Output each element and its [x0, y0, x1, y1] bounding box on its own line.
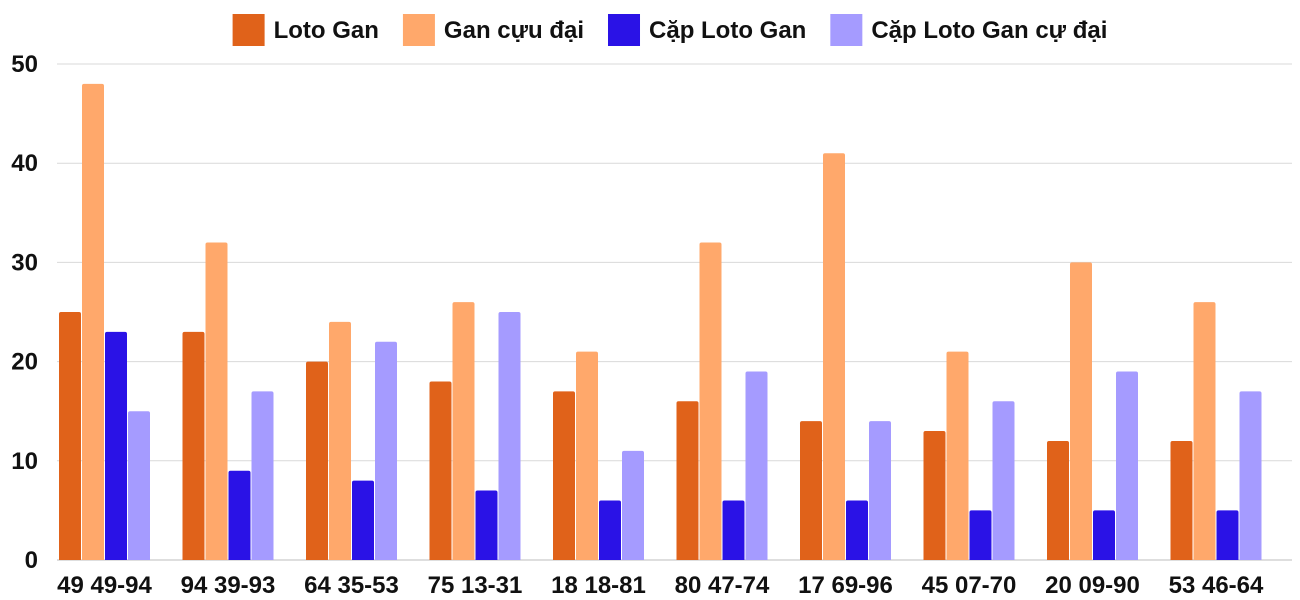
legend-label: Loto Gan — [274, 17, 379, 44]
legend-swatch — [232, 14, 265, 46]
bar-c-p-loto-gan-c-i-1 — [251, 391, 274, 560]
bar-c-p-loto-gan-0 — [105, 331, 127, 560]
bar-gan-c-u-i-2 — [329, 321, 351, 560]
bar-c-p-loto-gan-c-i-0 — [128, 411, 150, 560]
bar-c-p-loto-gan-7 — [969, 510, 992, 560]
bar-group-7 — [923, 351, 1015, 560]
bar-loto-gan-6 — [800, 421, 822, 560]
x-category-label: 49 49-94 — [57, 572, 152, 599]
bar-gan-c-u-i-4 — [576, 351, 598, 560]
bar-c-p-loto-gan-c-i-5 — [745, 371, 768, 560]
bar-c-p-loto-gan-c-i-7 — [992, 401, 1015, 560]
legend-label: Gan cựu đại — [444, 17, 584, 44]
y-axis: 0 10 20 30 40 50 — [11, 51, 38, 574]
legend-swatch — [402, 14, 435, 46]
bar-c-p-loto-gan-8 — [1093, 510, 1115, 560]
legend-item: Cặp Loto Gan — [608, 14, 806, 46]
bar-c-p-loto-gan-6 — [846, 500, 868, 560]
bar-c-p-loto-gan-c-i-4 — [622, 450, 644, 560]
x-category-label: 64 35-53 — [304, 572, 399, 599]
x-category-label: 45 07-70 — [922, 572, 1017, 599]
x-category-label: 53 46-64 — [1169, 572, 1264, 599]
bar-gan-c-u-i-9 — [1193, 302, 1216, 560]
bar-group-0 — [59, 83, 150, 560]
bar-gan-c-u-i-7 — [946, 351, 969, 560]
x-axis: 49 49-94 94 39-93 64 35-53 75 13-31 18 18-81… — [57, 572, 1264, 599]
chart-legend: Loto Gan Gan cựu đại Cặp Loto Gan Cặp Loto … — [232, 14, 1107, 46]
bar-group-4 — [553, 351, 644, 560]
bar-loto-gan-1 — [182, 331, 205, 560]
legend-swatch — [608, 14, 641, 46]
bar-loto-gan-9 — [1170, 440, 1193, 560]
bar-loto-gan-3 — [429, 381, 452, 560]
legend-item: Gan cựu đại — [402, 14, 584, 46]
legend-item: Loto Gan — [232, 14, 379, 46]
legend-item: Cặp Loto Gan cự đại — [830, 14, 1107, 46]
y-tick-label: 10 — [11, 448, 38, 475]
bar-group-2 — [306, 321, 397, 560]
bar-c-p-loto-gan-c-i-9 — [1239, 391, 1262, 560]
bar-c-p-loto-gan-c-i-6 — [869, 421, 891, 560]
bar-group-5 — [676, 242, 768, 560]
y-tick-label: 0 — [25, 547, 38, 574]
y-tick-label: 30 — [11, 249, 38, 276]
x-category-label: 18 18-81 — [551, 572, 646, 599]
bar-c-p-loto-gan-c-i-2 — [375, 341, 397, 560]
bar-loto-gan-7 — [923, 431, 946, 560]
x-category-label: 80 47-74 — [675, 572, 770, 599]
bar-gan-c-u-i-1 — [205, 242, 228, 560]
bar-loto-gan-8 — [1047, 440, 1069, 560]
x-category-label: 20 09-90 — [1045, 572, 1140, 599]
bar-gan-c-u-i-0 — [82, 83, 104, 560]
chart-bars — [59, 83, 1262, 560]
y-tick-label: 50 — [11, 51, 38, 78]
bar-gan-c-u-i-5 — [699, 242, 722, 560]
x-category-label: 17 69-96 — [798, 572, 893, 599]
bar-c-p-loto-gan-4 — [599, 500, 621, 560]
bar-loto-gan-4 — [553, 391, 575, 560]
legend-label: Cặp Loto Gan — [649, 17, 806, 44]
bar-gan-c-u-i-8 — [1070, 262, 1092, 560]
bar-c-p-loto-gan-c-i-8 — [1116, 371, 1138, 560]
bar-group-8 — [1047, 262, 1138, 560]
x-category-label: 75 13-31 — [428, 572, 523, 599]
bar-group-1 — [182, 242, 274, 560]
x-category-label: 94 39-93 — [181, 572, 276, 599]
bar-gan-c-u-i-3 — [452, 302, 475, 560]
y-tick-label: 20 — [11, 349, 38, 376]
bar-group-3 — [429, 302, 521, 560]
y-tick-label: 40 — [11, 150, 38, 177]
bar-c-p-loto-gan-9 — [1216, 510, 1239, 560]
bar-loto-gan-2 — [306, 361, 328, 560]
legend-swatch — [830, 14, 863, 46]
bar-c-p-loto-gan-3 — [475, 490, 498, 560]
bar-group-6 — [800, 153, 891, 560]
bar-loto-gan-5 — [676, 401, 699, 560]
bar-gan-c-u-i-6 — [823, 153, 845, 560]
legend-label: Cặp Loto Gan cự đại — [871, 17, 1107, 44]
bar-c-p-loto-gan-5 — [722, 500, 745, 560]
bar-group-9 — [1170, 302, 1262, 560]
bar-c-p-loto-gan-2 — [352, 480, 374, 560]
bar-loto-gan-0 — [59, 312, 81, 560]
bar-c-p-loto-gan-c-i-3 — [498, 312, 521, 560]
bar-c-p-loto-gan-1 — [228, 470, 251, 560]
